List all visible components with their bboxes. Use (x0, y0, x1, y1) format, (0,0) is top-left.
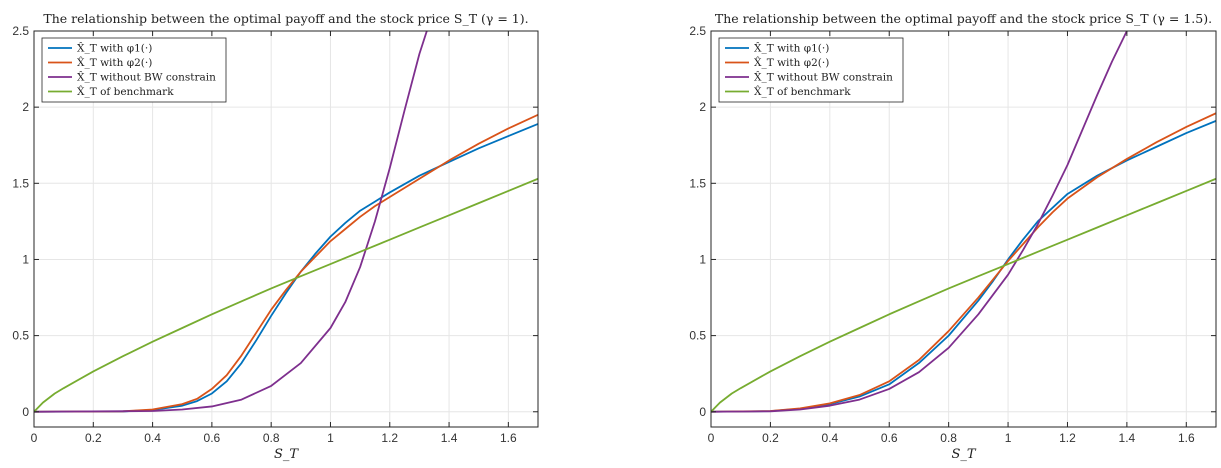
x-tick-label: 1.4 (1119, 431, 1136, 445)
y-tick-label: 0.5 (12, 329, 29, 343)
legend-entry: X̂_T without BW constrain (77, 71, 216, 84)
series-line-2 (711, 112, 1216, 413)
axes-box (33, 30, 539, 428)
y-tick-label: 2 (22, 100, 29, 114)
y-tick-label: 2.5 (12, 24, 29, 38)
y-tick-label: 1 (22, 252, 29, 266)
y-tick-label: 0.5 (689, 329, 706, 343)
legend-entry: X̂_T of benchmark (77, 85, 174, 98)
x-axis-label: S_T (951, 447, 976, 462)
y-tick-label: 1 (699, 252, 706, 266)
x-tick-label: 1.6 (1178, 431, 1195, 445)
y-tick-label: 1.5 (689, 176, 706, 190)
y-tick-label: 0 (699, 405, 706, 419)
axes-box (710, 30, 1217, 428)
chart-title: The relationship between the optimal pay… (43, 11, 528, 26)
x-tick-label: 0.4 (144, 431, 161, 445)
series-line-3 (34, 31, 428, 413)
y-tick-label: 0 (22, 405, 29, 419)
x-tick-label: 0.4 (821, 431, 838, 445)
series-line-2 (34, 113, 538, 413)
x-tick-label: 0.8 (940, 431, 957, 445)
x-tick-label: 0 (31, 431, 38, 445)
y-tick-label: 2.5 (689, 24, 706, 38)
x-tick-label: 1 (1005, 431, 1012, 445)
x-tick-label: 1.6 (500, 431, 517, 445)
x-tick-label: 1.4 (441, 431, 458, 445)
legend-entry: X̂_T with φ1(·) (754, 42, 829, 55)
x-tick-label: 1 (327, 431, 334, 445)
x-tick-label: 1.2 (381, 431, 398, 445)
x-axis-label: S_T (274, 447, 299, 462)
x-tick-label: 0 (708, 431, 715, 445)
series-line-4 (34, 177, 538, 413)
x-tick-label: 0.6 (881, 431, 898, 445)
chart-2: 0 0.2 0.4 0.6 0.8 1 1.2 1.4 1.6 0 0.5 1 1.5 2 2.5 The r… (689, 11, 1217, 462)
chart-title: The relationship between the optimal pay… (715, 11, 1212, 26)
legend-box (41, 37, 227, 103)
legend-entry: X̂_T without BW constrain (754, 71, 893, 84)
legend-box (718, 37, 904, 103)
legend-entry: X̂_T with φ2(·) (754, 56, 829, 69)
legend-entry: X̂_T with φ2(·) (77, 56, 152, 69)
series-line-4 (711, 177, 1216, 413)
x-tick-label: 0.2 (762, 431, 779, 445)
x-tick-label: 1.2 (1059, 431, 1076, 445)
legend-entry: X̂_T of benchmark (754, 85, 851, 98)
series-line-3 (711, 31, 1128, 413)
x-tick-label: 0.8 (263, 431, 280, 445)
x-tick-label: 0.2 (85, 431, 102, 445)
chart-1: 0 0.2 0.4 0.6 0.8 1 1.2 1.4 1.6 0 0.5 1 1.5 2 2.5 The r… (12, 11, 539, 462)
x-tick-label: 0.6 (204, 431, 221, 445)
legend-entry: X̂_T with φ1(·) (77, 42, 152, 55)
y-tick-label: 2 (699, 100, 706, 114)
y-tick-label: 1.5 (12, 176, 29, 190)
